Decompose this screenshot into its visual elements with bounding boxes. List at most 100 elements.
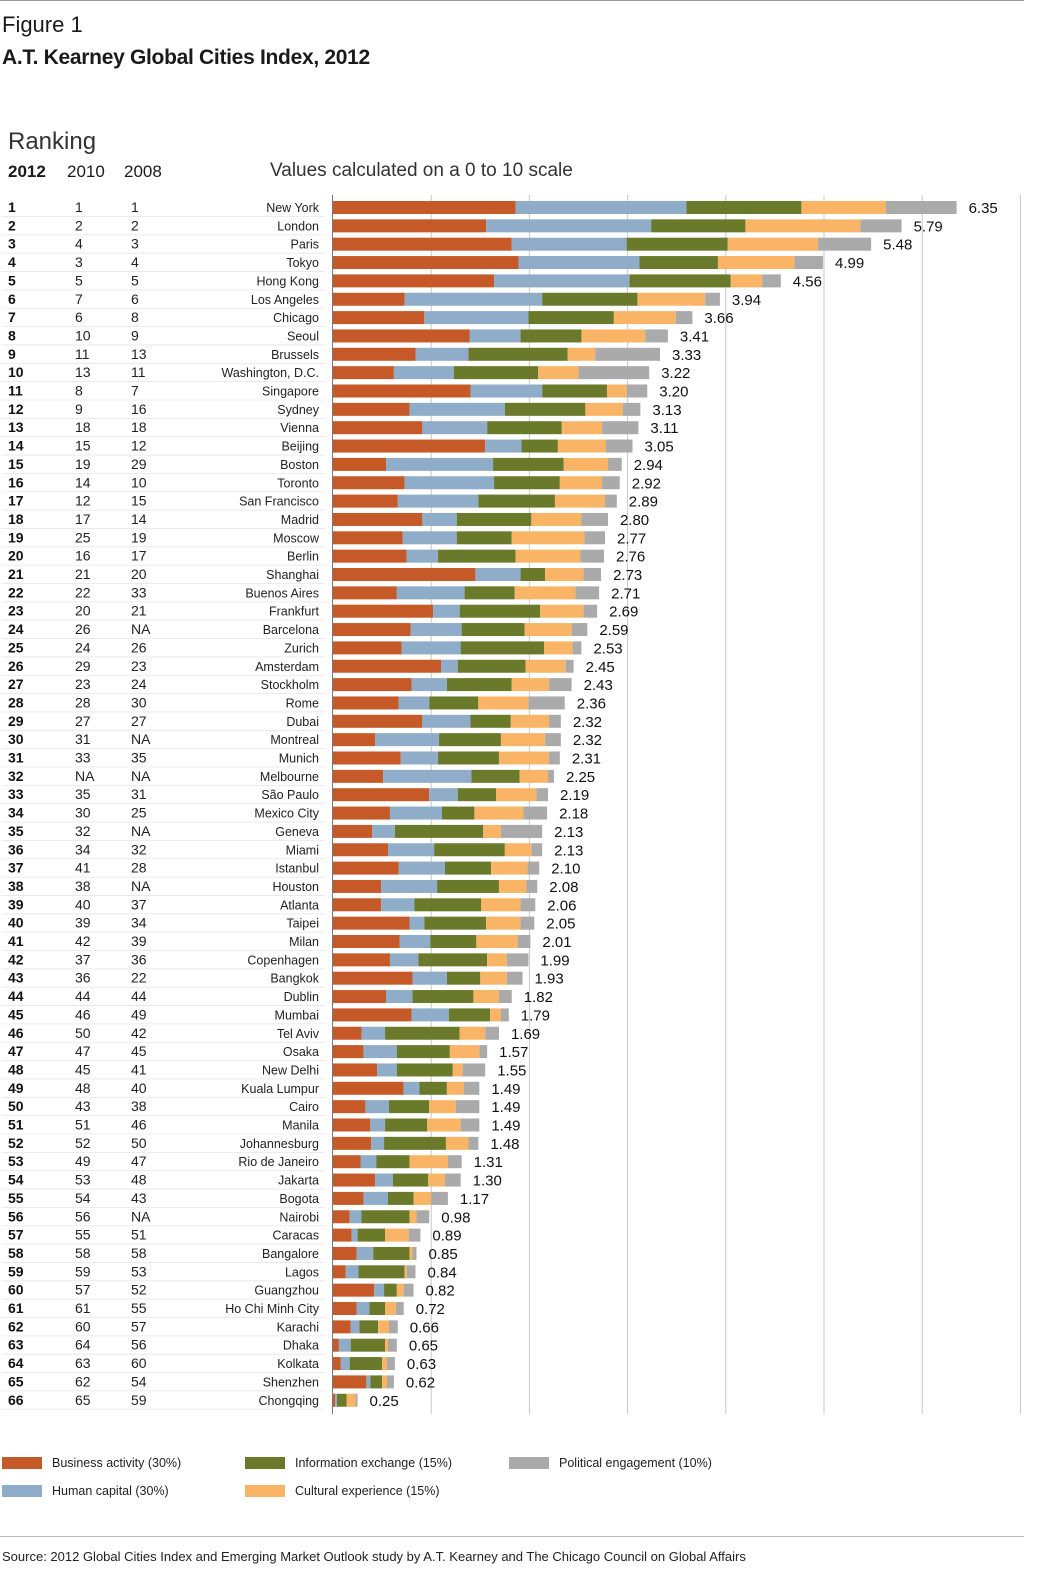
rank-2012: 7 bbox=[8, 309, 16, 325]
bar-segment bbox=[333, 1191, 364, 1205]
rank-2010: 7 bbox=[75, 291, 83, 307]
bar-segment bbox=[333, 1338, 339, 1352]
bar-segment bbox=[860, 219, 902, 233]
rank-2010: 36 bbox=[75, 970, 91, 986]
value-label: 2.43 bbox=[584, 677, 613, 694]
bar-segment bbox=[538, 366, 579, 380]
city-label: Barcelona bbox=[263, 623, 319, 637]
rank-2012: 33 bbox=[8, 786, 24, 802]
bar-segment bbox=[346, 1393, 356, 1407]
bar-segment bbox=[818, 237, 872, 251]
bar-segment bbox=[629, 274, 731, 288]
bar-segment bbox=[549, 714, 561, 728]
bar-segment bbox=[396, 1045, 450, 1059]
bar-segment bbox=[559, 476, 603, 490]
city-label: Jakarta bbox=[278, 1174, 319, 1188]
bar-segment bbox=[448, 1008, 491, 1022]
bar-segment bbox=[531, 512, 582, 526]
value-label: 0.98 bbox=[441, 1209, 470, 1226]
bar-segment bbox=[468, 1136, 479, 1150]
bar-segment bbox=[457, 659, 526, 673]
value-label: 1.49 bbox=[491, 1081, 520, 1098]
rank-2008: 52 bbox=[131, 1282, 147, 1298]
bar-segment bbox=[549, 751, 560, 765]
value-label: 2.19 bbox=[560, 787, 589, 804]
bar-segment bbox=[526, 879, 538, 893]
rank-2008: 34 bbox=[131, 915, 147, 931]
city-label: Mumbai bbox=[275, 1008, 319, 1022]
city-label: Nairobi bbox=[279, 1210, 319, 1224]
rank-2010: 27 bbox=[75, 713, 91, 729]
city-label: Houston bbox=[272, 880, 319, 894]
city-label: Shanghai bbox=[266, 568, 319, 582]
bar-segment bbox=[416, 1210, 430, 1224]
city-label: São Paulo bbox=[261, 788, 319, 802]
bar-segment bbox=[333, 311, 425, 325]
rank-2010: 45 bbox=[75, 1061, 91, 1077]
bar-segment bbox=[412, 1246, 417, 1260]
rank-2008: 24 bbox=[131, 676, 147, 692]
bar-segment bbox=[602, 421, 639, 435]
rank-2008: 50 bbox=[131, 1135, 147, 1151]
rank-2008: 4 bbox=[131, 254, 139, 270]
bar-segment bbox=[485, 1026, 499, 1040]
rank-2010: 39 bbox=[75, 915, 91, 931]
bar-segment bbox=[333, 678, 412, 692]
rank-2012: 59 bbox=[8, 1263, 24, 1279]
bar-segment bbox=[333, 476, 405, 490]
bar-segment bbox=[340, 1357, 350, 1371]
rank-2010: 24 bbox=[75, 639, 91, 655]
rank-2008: 27 bbox=[131, 713, 147, 729]
value-label: 1.31 bbox=[474, 1154, 503, 1171]
value-label: 2.36 bbox=[577, 695, 606, 712]
bar-segment bbox=[399, 935, 431, 948]
rank-2008: 60 bbox=[131, 1355, 147, 1371]
rank-2010: 29 bbox=[75, 658, 91, 674]
bar-segment bbox=[336, 1393, 347, 1407]
value-label: 4.99 bbox=[835, 255, 864, 272]
rank-2012: 15 bbox=[8, 456, 24, 472]
bar-segment bbox=[387, 1357, 395, 1371]
bar-segment bbox=[613, 311, 676, 325]
bar-segment bbox=[437, 879, 499, 893]
value-label: 3.05 bbox=[645, 439, 674, 456]
value-label: 2.73 bbox=[613, 567, 642, 584]
rank-2010: 56 bbox=[75, 1208, 91, 1224]
bar-segment bbox=[333, 714, 423, 728]
bar-segment bbox=[584, 531, 606, 545]
bar-segment bbox=[386, 990, 413, 1004]
bar-segment bbox=[572, 641, 582, 655]
bar-segment bbox=[493, 457, 564, 471]
rank-2008: 48 bbox=[131, 1172, 147, 1188]
rank-2010: 14 bbox=[75, 474, 91, 490]
bar-segment bbox=[506, 971, 523, 985]
bar-segment bbox=[333, 916, 410, 930]
value-label: 2.59 bbox=[599, 622, 628, 639]
rank-2010: 2 bbox=[75, 217, 83, 233]
bar-segment bbox=[523, 806, 548, 820]
bar-segment bbox=[333, 1136, 372, 1150]
rank-2008: NA bbox=[131, 1208, 151, 1224]
bar-segment bbox=[356, 1302, 370, 1315]
bar-segment bbox=[411, 1008, 449, 1022]
bar-segment bbox=[487, 953, 507, 967]
legend-information-exchange: Information exchange (15%) bbox=[245, 1456, 452, 1470]
rank-2012: 42 bbox=[8, 951, 24, 967]
rank-2012: 21 bbox=[8, 566, 24, 582]
city-label: Johannesburg bbox=[240, 1137, 319, 1151]
rank-2008: 43 bbox=[131, 1190, 147, 1206]
bar-segment bbox=[470, 384, 543, 398]
bar-segment bbox=[333, 256, 519, 270]
bar-segment bbox=[485, 439, 522, 453]
value-label: 5.48 bbox=[883, 237, 912, 254]
rank-2012: 55 bbox=[8, 1190, 24, 1206]
bar-segment bbox=[504, 843, 532, 857]
city-label: Los Angeles bbox=[251, 293, 319, 307]
bar-segment bbox=[333, 402, 410, 416]
bar-segment bbox=[510, 714, 550, 728]
bar-segment bbox=[401, 641, 461, 655]
rank-2010: 62 bbox=[75, 1373, 91, 1389]
value-label: 2.89 bbox=[629, 494, 658, 511]
bar-segment bbox=[545, 568, 584, 581]
rank-2008: NA bbox=[131, 878, 151, 894]
